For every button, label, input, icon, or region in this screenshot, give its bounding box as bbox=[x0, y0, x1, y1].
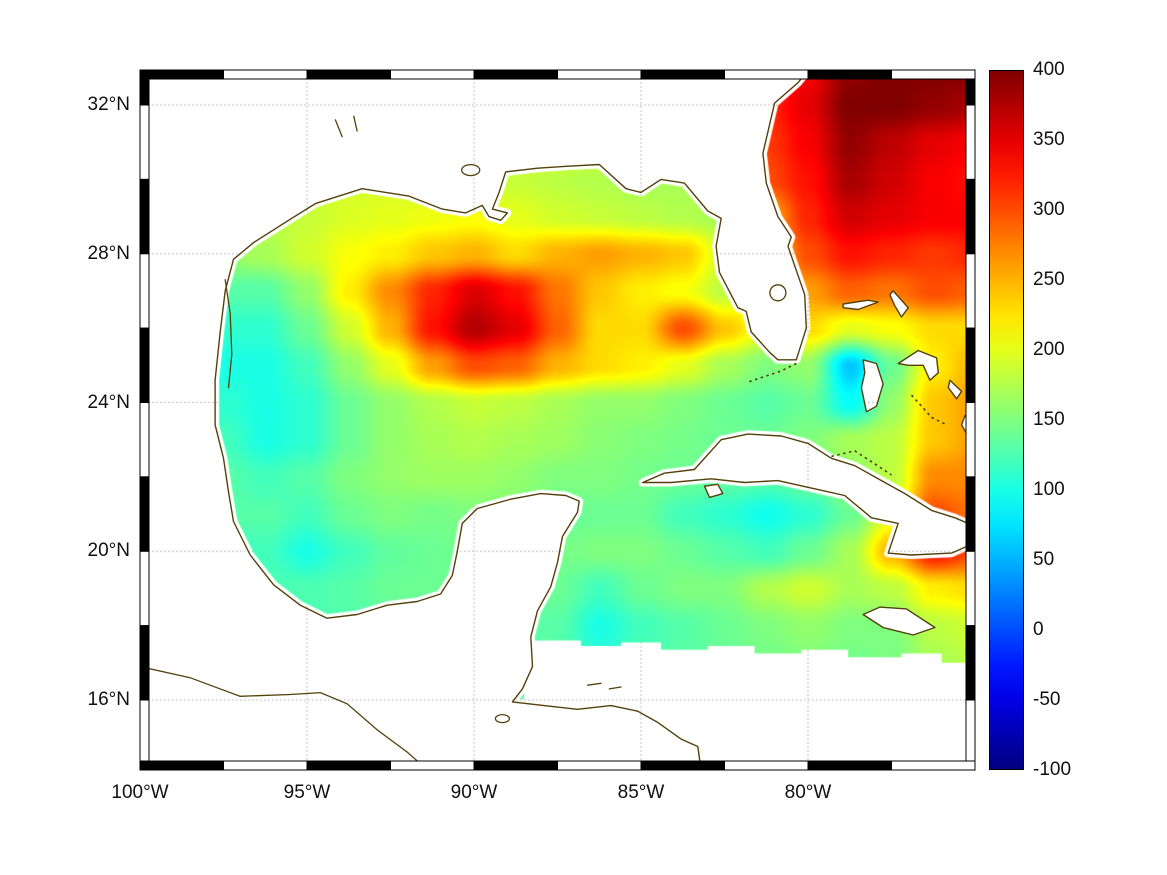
x-axis-label: 80°W bbox=[784, 782, 832, 803]
x-axis-label: 100°W bbox=[111, 782, 169, 803]
frame-segment-right bbox=[965, 178, 976, 255]
coastline-texas-lagoon bbox=[224, 279, 233, 389]
y-axis-label: 16°N bbox=[87, 689, 130, 711]
coastline-andros bbox=[860, 359, 884, 413]
frame-segment-bottom bbox=[223, 760, 308, 771]
frame-segment-top bbox=[139, 69, 224, 80]
heatmap-canvas bbox=[140, 70, 975, 770]
frame-segment-top bbox=[724, 69, 809, 80]
frame-segment-bottom bbox=[724, 760, 809, 771]
island-chain-cuba-north-cays bbox=[831, 450, 892, 476]
frame-segment-right bbox=[965, 104, 976, 180]
colorbar-label: 50 bbox=[1033, 549, 1055, 570]
colorbar-label: -50 bbox=[1033, 689, 1061, 710]
frame-segment-top bbox=[557, 69, 642, 80]
frame-segment-top bbox=[891, 69, 976, 80]
frame-segment-top bbox=[223, 69, 308, 80]
colorbar-label: 300 bbox=[1033, 199, 1065, 220]
x-axis-label: 95°W bbox=[283, 782, 331, 803]
frame-segment-bottom bbox=[139, 760, 224, 771]
island-chain-florida-keys bbox=[747, 362, 797, 383]
frame-segment-right bbox=[965, 476, 976, 552]
colorbar-label: 250 bbox=[1033, 269, 1065, 290]
coastline-abaco bbox=[889, 290, 909, 318]
frame-segment-left bbox=[139, 327, 150, 404]
frame-segment-top bbox=[807, 69, 892, 80]
coastline-reservoir-2 bbox=[353, 115, 358, 132]
frame-segment-left bbox=[139, 402, 150, 478]
colorbar-gradient bbox=[989, 70, 1024, 770]
frame-segment-left bbox=[139, 699, 150, 771]
island-chain-exuma-cays bbox=[910, 394, 947, 426]
frame-segment-bottom bbox=[306, 760, 391, 771]
y-axis-label: 32°N bbox=[87, 94, 130, 115]
y-axis-label: 28°N bbox=[87, 242, 130, 264]
frame-segment-bottom bbox=[473, 760, 558, 771]
frame-segment-bottom bbox=[640, 760, 725, 771]
colorbar-label: 100 bbox=[1033, 479, 1065, 500]
colorbar-label: 0 bbox=[1033, 619, 1044, 640]
coastline-bay-islands-2 bbox=[608, 686, 622, 690]
coastline-cuba bbox=[642, 433, 975, 556]
x-axis-label: 90°W bbox=[450, 782, 498, 803]
frame-segment-right bbox=[965, 402, 976, 478]
lago-izabal bbox=[494, 713, 511, 724]
coastlines bbox=[140, 70, 975, 770]
frame-segment-bottom bbox=[891, 760, 976, 771]
frame-segment-left bbox=[139, 253, 150, 329]
coastline-cat-island bbox=[947, 379, 963, 400]
frame-segment-top bbox=[306, 69, 391, 80]
map-frame bbox=[139, 69, 976, 771]
lake-pontchartrain bbox=[461, 163, 481, 177]
frame-segment-left bbox=[139, 104, 150, 180]
coastline-eleuthera bbox=[897, 349, 939, 381]
colorbar-label: 200 bbox=[1033, 339, 1065, 360]
frame-segment-top bbox=[473, 69, 558, 80]
frame-segment-right bbox=[965, 625, 976, 701]
frame-segment-top bbox=[390, 69, 475, 80]
y-axis-label: 20°N bbox=[87, 540, 130, 562]
coastline-mainland-north-america bbox=[214, 70, 810, 770]
frame-segment-right bbox=[965, 327, 976, 404]
lake-okeechobee bbox=[769, 284, 787, 302]
colorbar-label: -100 bbox=[1033, 759, 1072, 780]
colorbar-label: 350 bbox=[1033, 129, 1065, 150]
colorbar-label: 400 bbox=[1033, 59, 1065, 80]
colorbar-label: 150 bbox=[1033, 409, 1065, 430]
coastline-isla-juventud bbox=[703, 483, 724, 499]
frame-segment-left bbox=[139, 625, 150, 701]
coastline-jamaica bbox=[862, 606, 936, 636]
frame-segment-bottom bbox=[807, 760, 892, 771]
y-axis-label: 24°N bbox=[87, 391, 130, 413]
x-axis-label: 85°W bbox=[617, 782, 665, 803]
coastline-reservoir-1 bbox=[334, 119, 343, 138]
frame-segment-bottom bbox=[557, 760, 642, 771]
coastline-grand-bahama bbox=[842, 299, 879, 311]
frame-segment-left bbox=[139, 550, 150, 627]
frame-segment-left bbox=[139, 476, 150, 552]
coastline-bay-islands-1 bbox=[586, 682, 602, 686]
frame-segment-bottom bbox=[390, 760, 475, 771]
frame-segment-top bbox=[640, 69, 725, 80]
frame-segment-left bbox=[139, 178, 150, 255]
frame-segment-right bbox=[965, 253, 976, 329]
frame-segment-right bbox=[965, 699, 976, 771]
frame-segment-right bbox=[965, 550, 976, 627]
